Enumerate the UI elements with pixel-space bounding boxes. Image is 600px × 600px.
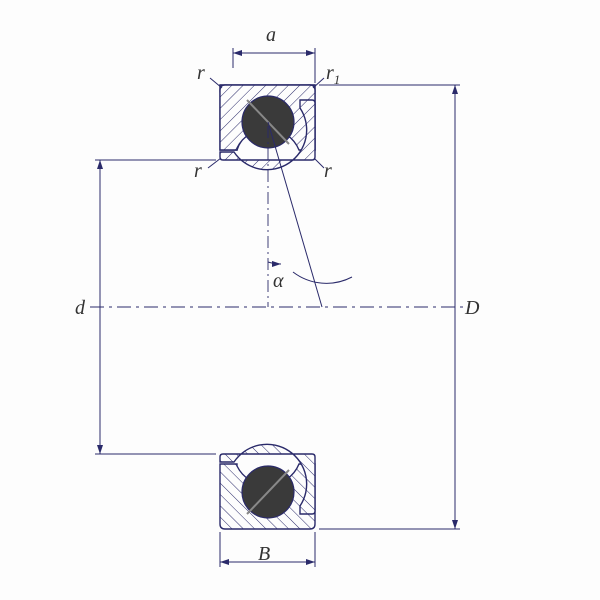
label-r1: r1 <box>326 62 340 88</box>
label-B: B <box>258 543 270 566</box>
label-d: d <box>75 297 85 320</box>
label-a: a <box>266 24 276 47</box>
label-r-tl: r <box>197 62 205 85</box>
label-alpha: α <box>273 270 284 293</box>
label-D: D <box>465 297 479 320</box>
label-r-mr: r <box>324 160 332 183</box>
label-r-ml: r <box>194 160 202 183</box>
drawing-svg <box>0 0 600 600</box>
bottom-section <box>220 444 315 529</box>
bearing-diagram: a B d D r r1 r r α <box>0 0 600 600</box>
